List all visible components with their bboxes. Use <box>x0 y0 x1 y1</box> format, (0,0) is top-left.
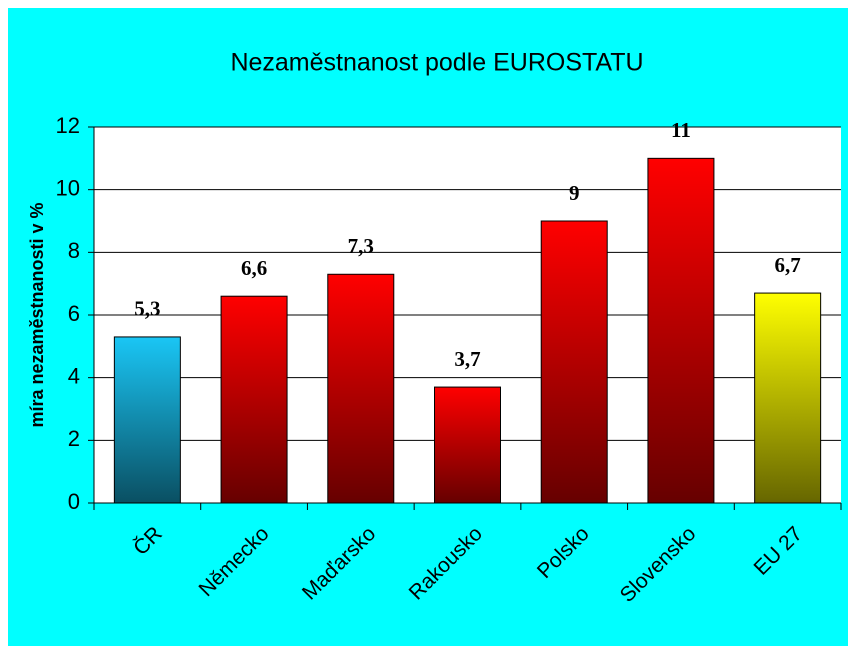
y-axis-label: míra nezaměstnanosti v % <box>27 202 47 427</box>
data-label: 11 <box>671 118 691 142</box>
data-label: 3,7 <box>454 347 480 371</box>
y-tick-label: 12 <box>56 113 80 138</box>
y-tick-label: 8 <box>68 238 80 263</box>
bar <box>113 336 181 504</box>
bar <box>540 220 608 504</box>
data-label: 6,6 <box>241 256 267 280</box>
y-tick-label: 10 <box>56 175 80 200</box>
y-tick-label: 0 <box>68 489 80 514</box>
data-label: 9 <box>569 181 580 205</box>
bar <box>327 273 395 504</box>
y-tick-label: 2 <box>68 426 80 451</box>
y-tick-label: 4 <box>68 363 80 388</box>
bar <box>647 157 715 504</box>
bar <box>220 295 288 504</box>
bar <box>434 386 501 504</box>
y-tick-label: 6 <box>68 301 80 326</box>
data-label: 6,7 <box>775 253 801 277</box>
chart-title: Nezaměstnanost podle EUROSTATU <box>230 49 643 77</box>
data-label: 5,3 <box>134 297 160 321</box>
data-label: 7,3 <box>348 234 374 258</box>
bar <box>754 292 822 504</box>
